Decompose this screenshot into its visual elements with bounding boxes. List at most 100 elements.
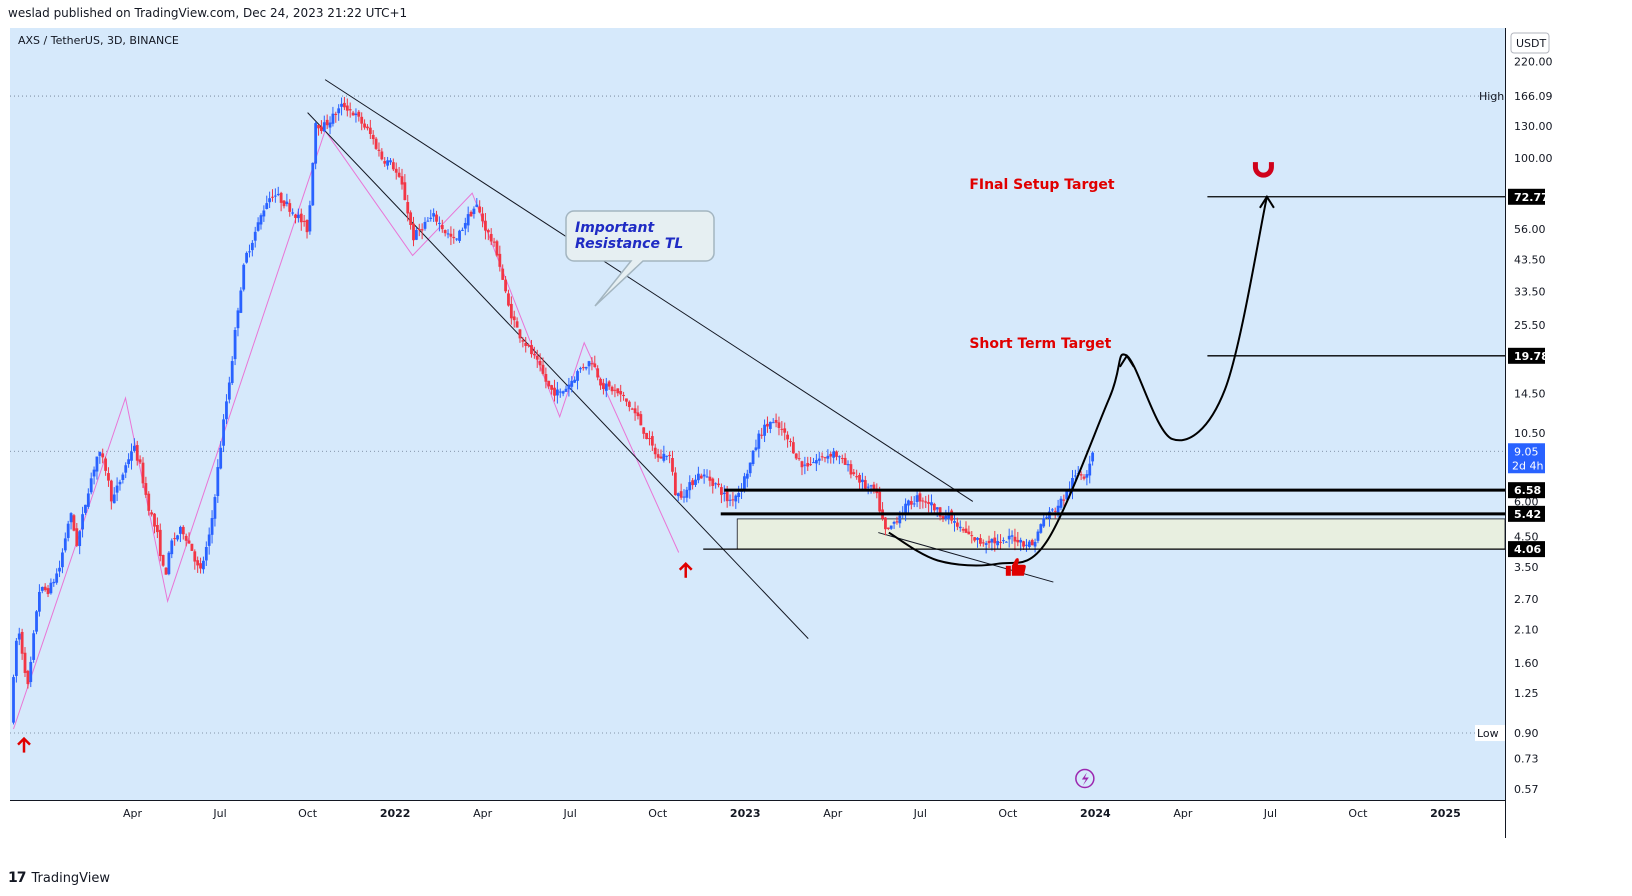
candle-body [52,581,56,584]
candle [29,656,33,688]
candle-body [541,364,545,374]
candle-body [532,353,536,356]
candle [147,491,151,516]
candle-body [345,105,349,111]
candle-body [17,633,21,640]
candle [547,380,551,389]
candle-body [26,670,30,685]
candle-body [216,467,220,497]
candle [225,394,228,425]
candle [570,376,574,393]
resistance-trendline[interactable] [324,79,974,502]
candle [484,213,487,240]
candle-body [613,389,617,391]
lower-channel-line[interactable] [307,112,809,639]
candle [276,186,280,197]
x-tick-label: 2022 [380,807,411,820]
candle [141,457,145,488]
price-chart[interactable]: Important Resistance TL FInal Setup Targ… [10,28,1570,838]
candle-body [472,208,476,215]
candle [768,421,772,434]
candle [95,456,99,480]
candle [999,534,1002,550]
candle-body [176,535,179,540]
candle [1027,539,1031,549]
candle [981,539,985,547]
candle [625,398,628,407]
candle [590,357,594,371]
candle [429,209,433,222]
candle-body [751,450,755,465]
candle-body [1002,540,1005,542]
candle [495,239,499,258]
candle [386,156,389,170]
candle [532,346,536,359]
candle-body [656,454,660,458]
lightning-icon[interactable] [1075,768,1095,789]
candle [132,438,136,453]
candle-body [446,233,450,235]
candle-body [1079,474,1083,476]
candle-body [184,535,188,541]
candle [403,174,407,201]
candle-body [147,493,151,511]
candle-body [489,233,493,242]
candle-body [855,476,859,478]
candle [17,627,21,646]
candle [1079,471,1083,481]
y-tick-label: 10.50 [1514,427,1546,440]
chart-area[interactable]: Important Resistance TL FInal Setup Targ… [10,28,1570,838]
level-price-badge: 19.78 [1508,347,1549,364]
candle [763,419,766,443]
candle-body [907,500,910,506]
up-arrow-icon [17,736,31,753]
x-tick-label: Apr [1173,807,1193,820]
currency-button[interactable]: USDT [1510,32,1550,54]
candle-body [242,264,246,290]
candle [668,451,672,464]
candle-body [403,182,407,201]
footer-brand[interactable]: 17 TradingView [8,870,110,886]
x-tick-label: Jul [563,807,577,820]
candle-body [406,202,410,214]
candle-body [909,501,913,505]
candle-body [202,560,205,570]
candle-body [38,591,41,612]
candle [458,229,461,243]
candle [1016,531,1020,547]
resistance-callout[interactable]: Important Resistance TL [565,210,715,307]
candle-body [389,160,392,163]
candle [121,472,125,484]
candle-body [832,451,836,458]
candle-body [791,442,795,454]
candle-body [809,464,813,466]
y-tick-label: 220.00 [1514,56,1553,69]
candle-body [930,502,933,506]
lightning-ring [1075,768,1095,789]
candle-body [1010,535,1014,537]
candle [492,237,496,247]
candle-body [391,162,395,170]
candle-body [1073,475,1077,477]
candle [354,108,358,123]
candle [435,210,438,226]
candle [92,466,96,485]
y-tick-label: 130.00 [1514,120,1553,133]
candle [20,628,24,660]
candle [961,527,965,533]
projection-path[interactable] [888,196,1268,567]
candle [222,414,225,452]
y-tick-label: 1.25 [1514,687,1539,700]
candle-body [63,538,67,551]
candle [437,216,441,232]
candle [1004,541,1008,543]
candle-body [593,363,597,368]
candle [803,456,807,475]
x-tick-label: Jul [913,807,927,820]
candle-body [843,457,847,465]
candle [377,142,381,157]
candle [101,448,105,464]
candle [35,610,38,635]
candle-body [371,134,375,140]
candle [406,194,410,222]
